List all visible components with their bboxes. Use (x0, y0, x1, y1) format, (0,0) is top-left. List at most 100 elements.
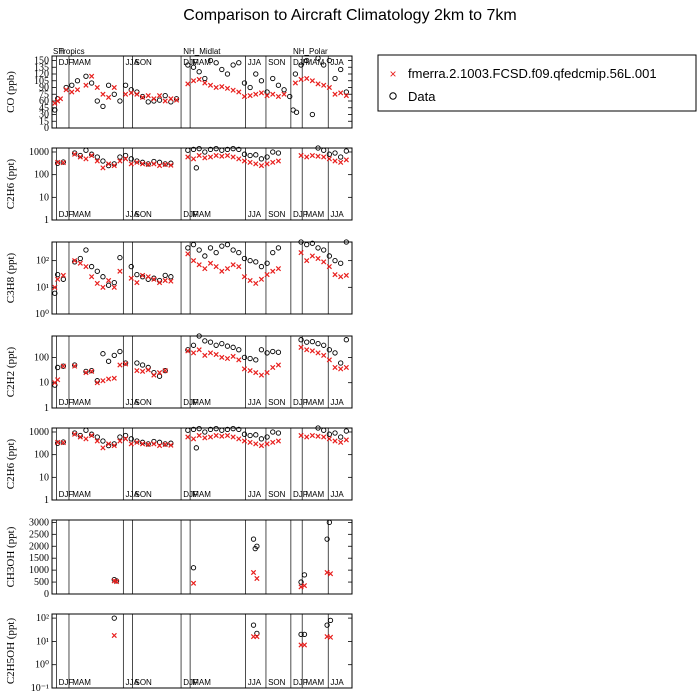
data-point (332, 75, 338, 82)
y-tick-label: 10⁰ (35, 660, 49, 671)
legend-data-label: Data (408, 89, 436, 104)
model-point (324, 569, 330, 576)
model-point (100, 91, 106, 97)
data-point (202, 75, 208, 82)
season-label: SON (135, 58, 153, 67)
model-point (236, 357, 242, 363)
season-label: DJF (183, 490, 198, 499)
panel-frame (51, 519, 353, 595)
model-point (343, 272, 349, 279)
model-point (230, 262, 236, 268)
model-point (145, 92, 151, 99)
data-point (111, 615, 117, 621)
data-point (117, 434, 123, 440)
season-label: DJF (59, 678, 74, 687)
data-point (321, 342, 327, 348)
y-axis-label: C3H8 (ppt) (5, 252, 17, 303)
data-point (321, 147, 327, 153)
data-point (151, 275, 157, 281)
model-point (224, 152, 231, 159)
model-point (111, 163, 117, 169)
data-point (343, 148, 349, 154)
model-point (69, 89, 75, 95)
model-point (253, 280, 259, 287)
model-point (139, 441, 146, 447)
model-point (60, 272, 66, 279)
data-point (128, 436, 134, 442)
data-point (162, 161, 168, 167)
model-point (57, 96, 64, 102)
data-point (321, 427, 327, 433)
season-label: SON (135, 490, 153, 499)
model-point (236, 436, 242, 442)
season-label: SON (135, 398, 153, 407)
season-label: MAM (72, 210, 91, 219)
model-point (168, 96, 174, 102)
data-point (264, 154, 270, 160)
model-point (202, 352, 208, 359)
data-point (55, 271, 61, 278)
model-point (139, 272, 146, 279)
model-point (128, 441, 134, 447)
data-point (230, 247, 236, 253)
model-point (88, 152, 95, 159)
data-point (275, 245, 282, 251)
season-label: MAM (72, 490, 91, 499)
data-point (298, 62, 304, 68)
model-point (304, 347, 310, 353)
data-point (250, 536, 257, 542)
data-point (117, 254, 123, 261)
y-tick-label: 100 (34, 352, 49, 363)
model-point (309, 348, 316, 354)
data-point (83, 427, 89, 433)
data-point (326, 253, 333, 259)
data-point (185, 245, 191, 251)
season-label: JJA (330, 678, 344, 687)
model-point (117, 438, 123, 444)
model-point (338, 90, 344, 96)
y-tick-label: 500 (34, 577, 49, 588)
model-point (298, 344, 304, 350)
data-point (338, 434, 344, 440)
y-tick-label: 10² (36, 256, 49, 267)
data-point (253, 71, 259, 77)
data-point (326, 347, 333, 353)
data-point (236, 426, 242, 433)
model-point (117, 362, 123, 368)
data-point (162, 367, 168, 374)
model-point (281, 91, 287, 97)
data-point (264, 434, 270, 440)
model-point (332, 91, 338, 97)
data-point (190, 64, 197, 70)
data-point (304, 339, 310, 345)
model-point (321, 154, 327, 160)
data-point (117, 98, 123, 104)
data-point (241, 354, 248, 361)
model-point (105, 161, 112, 167)
data-point (224, 241, 231, 248)
data-point (241, 80, 248, 86)
data-point (190, 241, 197, 248)
model-point (315, 350, 321, 356)
model-point (247, 367, 253, 374)
data-point (134, 438, 140, 444)
data-point (258, 263, 265, 270)
model-point (247, 439, 253, 445)
model-point (321, 434, 327, 440)
model-point (264, 441, 270, 447)
data-point (324, 622, 330, 628)
y-tick-label: 105 (34, 76, 49, 87)
model-point (264, 161, 270, 167)
model-point (94, 280, 100, 287)
model-point (202, 435, 208, 441)
data-point (219, 427, 225, 433)
y-tick-label: 1000 (29, 147, 49, 158)
data-point (100, 274, 106, 280)
y-tick-label: 2000 (29, 541, 49, 552)
model-point (270, 268, 276, 274)
model-point (321, 82, 327, 88)
season-label: JJA (125, 490, 139, 499)
model-point (241, 274, 248, 280)
data-point (258, 78, 265, 84)
data-point (71, 150, 78, 156)
